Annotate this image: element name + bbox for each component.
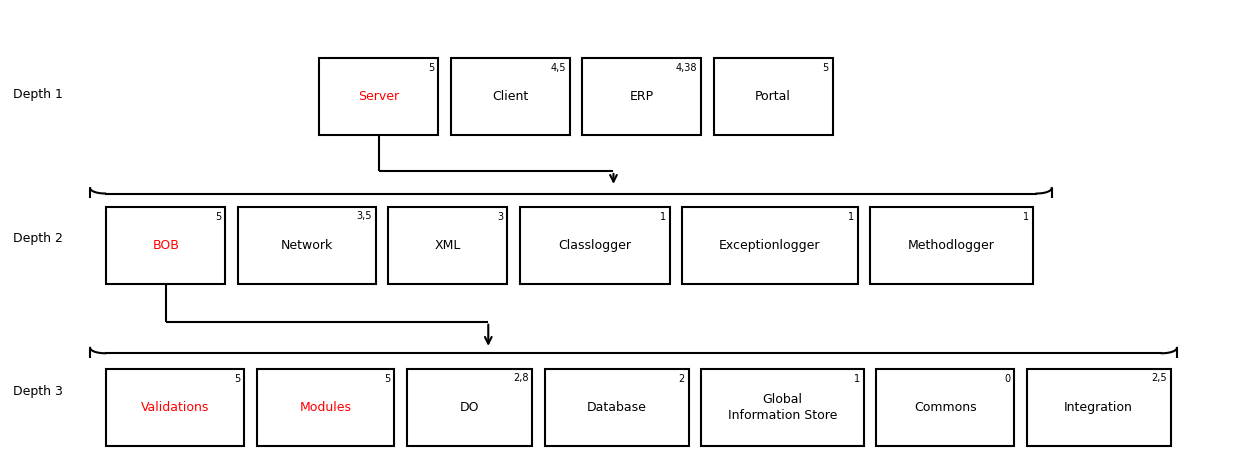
Bar <box>870 207 1033 284</box>
Text: XML: XML <box>434 239 461 252</box>
Bar <box>545 369 689 446</box>
Text: Classlogger: Classlogger <box>558 239 631 252</box>
Text: 2,5: 2,5 <box>1152 374 1167 383</box>
Bar <box>582 58 701 135</box>
Text: Integration: Integration <box>1064 401 1133 414</box>
Bar <box>876 369 1014 446</box>
Text: 5: 5 <box>823 63 829 73</box>
Text: 5: 5 <box>215 212 222 221</box>
Text: 5: 5 <box>428 63 434 73</box>
Text: Exceptionlogger: Exceptionlogger <box>719 239 821 252</box>
Text: 0: 0 <box>1004 374 1010 383</box>
Text: Global
Information Store: Global Information Store <box>727 393 838 422</box>
Text: 1: 1 <box>854 374 860 383</box>
Text: Client: Client <box>492 90 528 103</box>
Bar <box>257 369 394 446</box>
Bar <box>407 369 532 446</box>
Text: Server: Server <box>358 90 399 103</box>
Text: 3,5: 3,5 <box>357 212 372 221</box>
Text: Modules: Modules <box>299 401 352 414</box>
Text: BOB: BOB <box>153 239 179 252</box>
Text: DO: DO <box>459 401 480 414</box>
Bar <box>451 58 570 135</box>
Text: Commons: Commons <box>914 401 977 414</box>
Bar <box>319 58 438 135</box>
Bar <box>520 207 670 284</box>
Text: 2: 2 <box>679 374 685 383</box>
Text: 4,38: 4,38 <box>676 63 697 73</box>
Text: Validations: Validations <box>141 401 209 414</box>
Text: 3: 3 <box>497 212 503 221</box>
Bar <box>682 207 858 284</box>
Text: 2,8: 2,8 <box>513 374 528 383</box>
Text: Portal: Portal <box>755 90 791 103</box>
Bar <box>701 369 864 446</box>
Text: Depth 3: Depth 3 <box>13 385 63 398</box>
Bar <box>1027 369 1171 446</box>
Text: 4,5: 4,5 <box>551 63 566 73</box>
Text: 5: 5 <box>384 374 391 383</box>
Bar <box>388 207 507 284</box>
Text: ERP: ERP <box>630 90 654 103</box>
Text: 1: 1 <box>1023 212 1029 221</box>
Text: 1: 1 <box>660 212 666 221</box>
Text: 5: 5 <box>234 374 240 383</box>
Bar <box>238 207 376 284</box>
Text: 1: 1 <box>848 212 854 221</box>
Text: Network: Network <box>280 239 333 252</box>
Text: Depth 2: Depth 2 <box>13 232 63 245</box>
Bar <box>106 369 244 446</box>
Bar <box>714 58 833 135</box>
Text: Depth 1: Depth 1 <box>13 88 63 101</box>
Text: Database: Database <box>587 401 646 414</box>
Bar <box>106 207 225 284</box>
Text: Methodlogger: Methodlogger <box>908 239 995 252</box>
